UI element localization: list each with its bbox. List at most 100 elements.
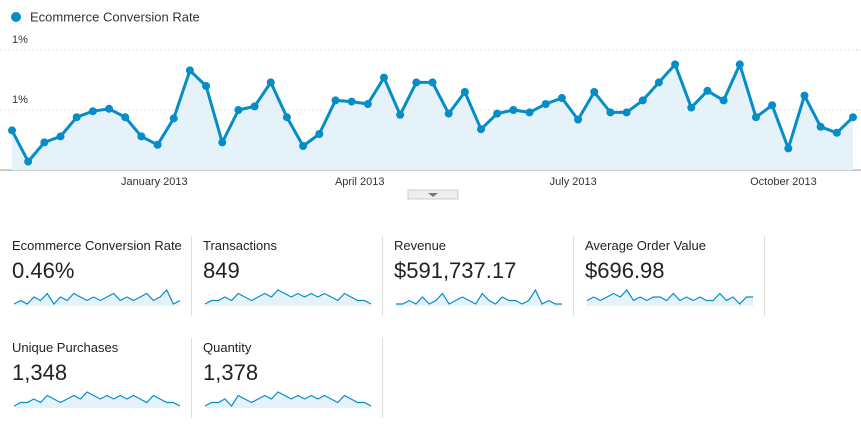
- sparkline-area: [14, 290, 180, 306]
- point: [24, 157, 33, 166]
- point: [557, 94, 566, 102]
- point: [800, 91, 809, 100]
- point: [347, 97, 356, 106]
- sparkline-area: [205, 290, 371, 306]
- sparkline-area: [14, 392, 180, 408]
- point: [849, 113, 857, 122]
- metric-value: 1,348: [12, 360, 68, 385]
- point: [493, 109, 502, 118]
- point: [816, 122, 825, 131]
- point: [460, 88, 469, 96]
- card-separator: [382, 236, 383, 316]
- chart: Ecommerce Conversion Rate 1% 1% January 20…: [0, 9, 861, 200]
- scorecard[interactable]: Revenue $591,737.17: [394, 238, 574, 316]
- x-tick-label: October 2013: [750, 176, 817, 188]
- scorecard[interactable]: Transactions 849: [203, 238, 383, 316]
- sparkline: [204, 289, 372, 306]
- handle-arrow: [428, 193, 438, 197]
- card-separator: [764, 236, 765, 316]
- point: [444, 109, 453, 118]
- sparkline-line: [204, 289, 372, 305]
- metric-label: Ecommerce Conversion Rate: [12, 238, 182, 253]
- metric-label: Quantity: [203, 340, 252, 355]
- sparkline-area: [205, 392, 371, 408]
- metric-value: $696.98: [585, 258, 665, 283]
- point: [719, 96, 728, 105]
- point: [703, 86, 712, 95]
- sparkline-area: [396, 290, 562, 306]
- point: [477, 125, 486, 134]
- point: [379, 73, 388, 82]
- point: [396, 110, 405, 119]
- point: [250, 102, 259, 111]
- metric-label: Transactions: [203, 238, 277, 253]
- scorecard[interactable]: Unique Purchases 1,348: [12, 340, 192, 418]
- point: [88, 107, 97, 116]
- sparkline: [586, 289, 753, 306]
- point: [735, 60, 744, 69]
- point: [412, 78, 421, 87]
- point: [72, 113, 81, 122]
- sparkline: [396, 288, 562, 306]
- point: [654, 78, 663, 87]
- point: [40, 138, 49, 147]
- metric-label: Revenue: [394, 238, 447, 253]
- sparkline: [13, 288, 181, 306]
- point: [282, 113, 291, 122]
- point: [266, 78, 275, 87]
- sparkline-line: [396, 288, 562, 305]
- point: [784, 144, 793, 153]
- sparkline-area: [587, 290, 753, 306]
- sparkline-line: [13, 288, 181, 305]
- point: [202, 82, 211, 90]
- point: [671, 60, 680, 69]
- sparkline: [13, 391, 181, 408]
- point: [121, 113, 130, 122]
- scorecard[interactable]: Quantity 1,378: [203, 340, 383, 418]
- point: [185, 66, 194, 75]
- legend-label[interactable]: Ecommerce Conversion Rate: [30, 9, 200, 24]
- point: [299, 142, 308, 150]
- x-tick-label: July 2013: [550, 176, 597, 188]
- point: [768, 101, 777, 110]
- x-tick-label: April 2013: [335, 176, 385, 188]
- point: [137, 132, 146, 141]
- point: [687, 103, 696, 112]
- metric-value: $591,737.17: [394, 258, 517, 283]
- point: [234, 106, 243, 114]
- point: [590, 88, 599, 96]
- card-separator: [191, 236, 192, 316]
- metric-label: Average Order Value: [585, 238, 706, 253]
- point: [606, 108, 615, 117]
- point: [832, 128, 841, 137]
- sparkline-line: [204, 391, 372, 407]
- point: [169, 114, 178, 123]
- point: [638, 96, 647, 105]
- point: [428, 78, 437, 87]
- metric-value: 849: [203, 258, 240, 283]
- metric-label: Unique Purchases: [12, 340, 119, 355]
- point: [541, 100, 550, 108]
- point: [218, 138, 227, 147]
- point: [56, 132, 65, 141]
- legend-marker: [11, 12, 21, 22]
- metric-value: 1,378: [203, 360, 259, 385]
- y-tick-label: 1%: [12, 34, 28, 46]
- point: [153, 140, 162, 149]
- point: [331, 96, 340, 105]
- card-separator: [191, 338, 192, 418]
- point: [525, 108, 534, 117]
- x-tick-label: January 2013: [121, 176, 188, 188]
- point: [363, 100, 372, 108]
- sparkline-line: [13, 391, 181, 407]
- y-tick-label: 1%: [12, 94, 28, 106]
- point: [622, 108, 631, 117]
- sparkline-line: [586, 289, 753, 305]
- card-separator: [573, 236, 574, 316]
- sparkline: [204, 391, 372, 408]
- scorecard[interactable]: Ecommerce Conversion Rate 0.46%: [12, 238, 192, 316]
- scorecard[interactable]: Average Order Value $696.98: [585, 238, 765, 316]
- point: [8, 126, 16, 135]
- point: [315, 130, 324, 138]
